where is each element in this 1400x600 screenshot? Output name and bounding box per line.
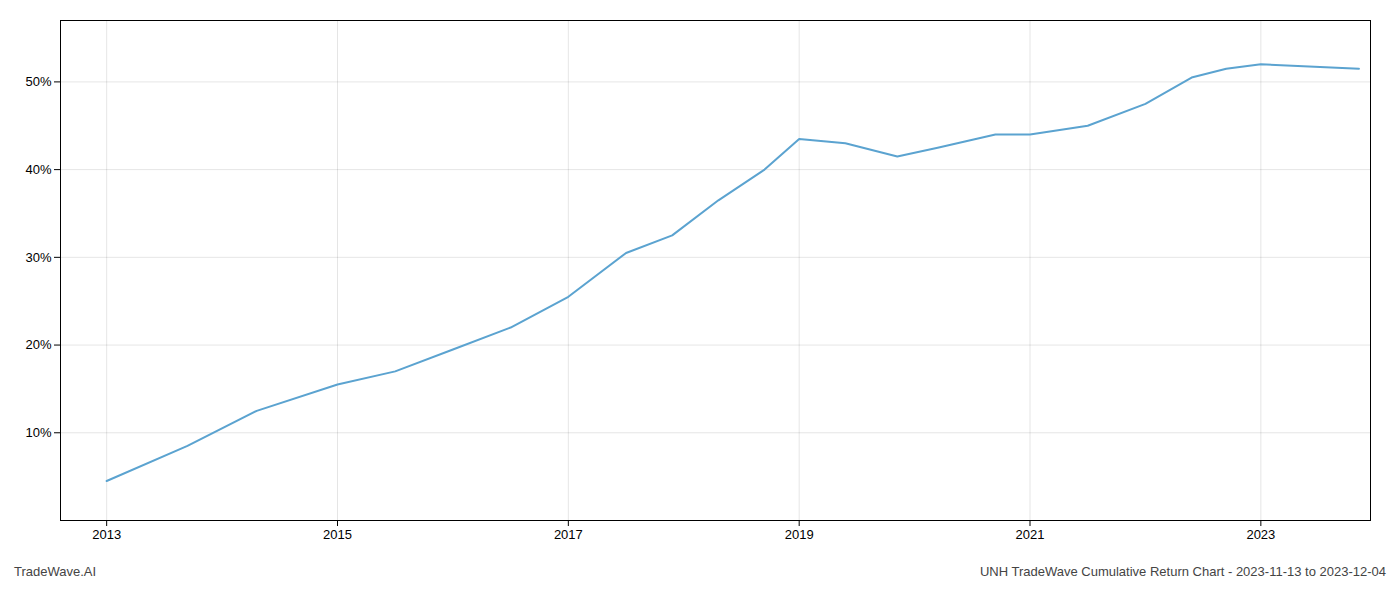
html-text:TradeWave.AI: TradeWave.AI: [14, 564, 97, 579]
html-text:UNH TradeWave Cumulative Retur: UNH TradeWave Cumulative Return Chart - …: [979, 564, 1386, 579]
svg-text:2017: 2017: [554, 527, 583, 542]
svg-text:10%: 10%: [25, 425, 51, 440]
svg-text:2019: 2019: [785, 527, 814, 542]
svg-text:20%: 20%: [25, 337, 51, 352]
svg-text:2021: 2021: [1016, 527, 1045, 542]
svg-text:30%: 30%: [25, 250, 51, 265]
svg-text:2015: 2015: [323, 527, 352, 542]
svg-text:50%: 50%: [25, 74, 51, 89]
svg-text:2023: 2023: [1246, 527, 1275, 542]
svg-text:40%: 40%: [25, 162, 51, 177]
svg-text:2013: 2013: [92, 527, 121, 542]
